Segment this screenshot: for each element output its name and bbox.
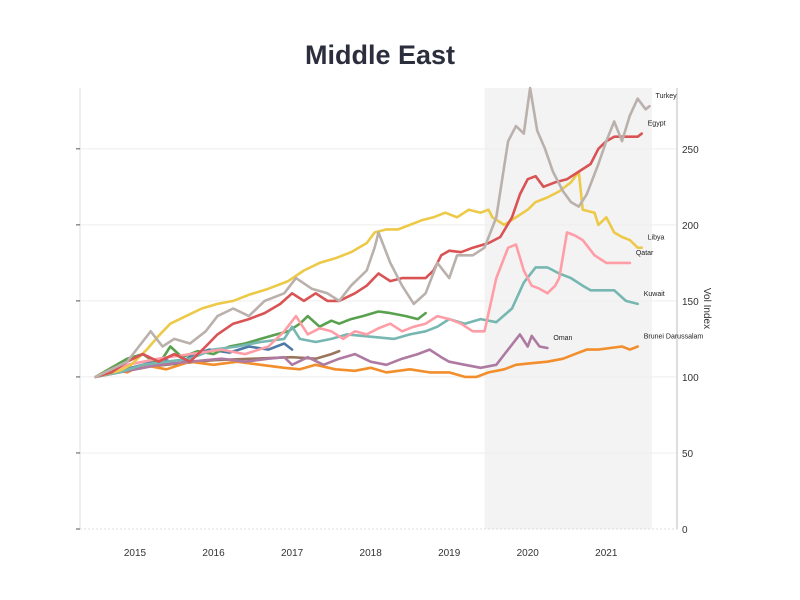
series-label-qatar: Qatar: [636, 250, 654, 257]
x-tick-label: 2021: [595, 548, 618, 559]
series-label-turkey: Turkey: [656, 93, 678, 100]
x-tick-label: 2019: [438, 548, 461, 559]
series-label-oman: Oman: [553, 335, 572, 342]
series-line-kuwait: [94, 266, 639, 379]
y-tick-label: 250: [682, 145, 699, 156]
series-line-qatar: [94, 231, 632, 379]
series-line-egypt: [94, 132, 643, 379]
x-tick-label: 2017: [281, 548, 304, 559]
y-axis-title: Vol Index: [701, 288, 712, 329]
series-labels: Turkey Egypt Libya Qatar Kuwait Oman Brunei Da…: [553, 93, 703, 342]
x-axis-ticks: 2015 2016 2017 2018 2019 2020 2021: [124, 548, 618, 559]
x-tick-label: 2020: [517, 548, 540, 559]
shaded-period: [484, 88, 652, 529]
x-tick-label: 2018: [360, 548, 383, 559]
y-tick-label: 0: [682, 525, 688, 536]
series-label-egypt: Egypt: [648, 121, 666, 128]
series-line-libya: [94, 170, 643, 379]
y-axis-ticks: 0 50 100 150 200 250: [76, 145, 699, 536]
series-line-turkey: [94, 86, 651, 379]
series-lines: [94, 86, 651, 379]
chart-title: Middle East: [304, 40, 456, 70]
x-tick-label: 2016: [202, 548, 225, 559]
series-label-kuwait: Kuwait: [644, 291, 665, 298]
x-tick-label: 2015: [124, 548, 147, 559]
y-tick-label: 50: [682, 449, 694, 460]
grid-lines: [80, 148, 677, 454]
y-tick-label: 200: [682, 221, 699, 232]
series-line-oman: [94, 333, 549, 379]
y-tick-label: 100: [682, 373, 699, 384]
y-tick-label: 150: [682, 297, 699, 308]
series-line-brunei-darussalam: [94, 345, 639, 379]
series-label-brunei-darussalam: Brunei Darussalam: [644, 334, 704, 341]
series-label-libya: Libya: [648, 235, 665, 242]
